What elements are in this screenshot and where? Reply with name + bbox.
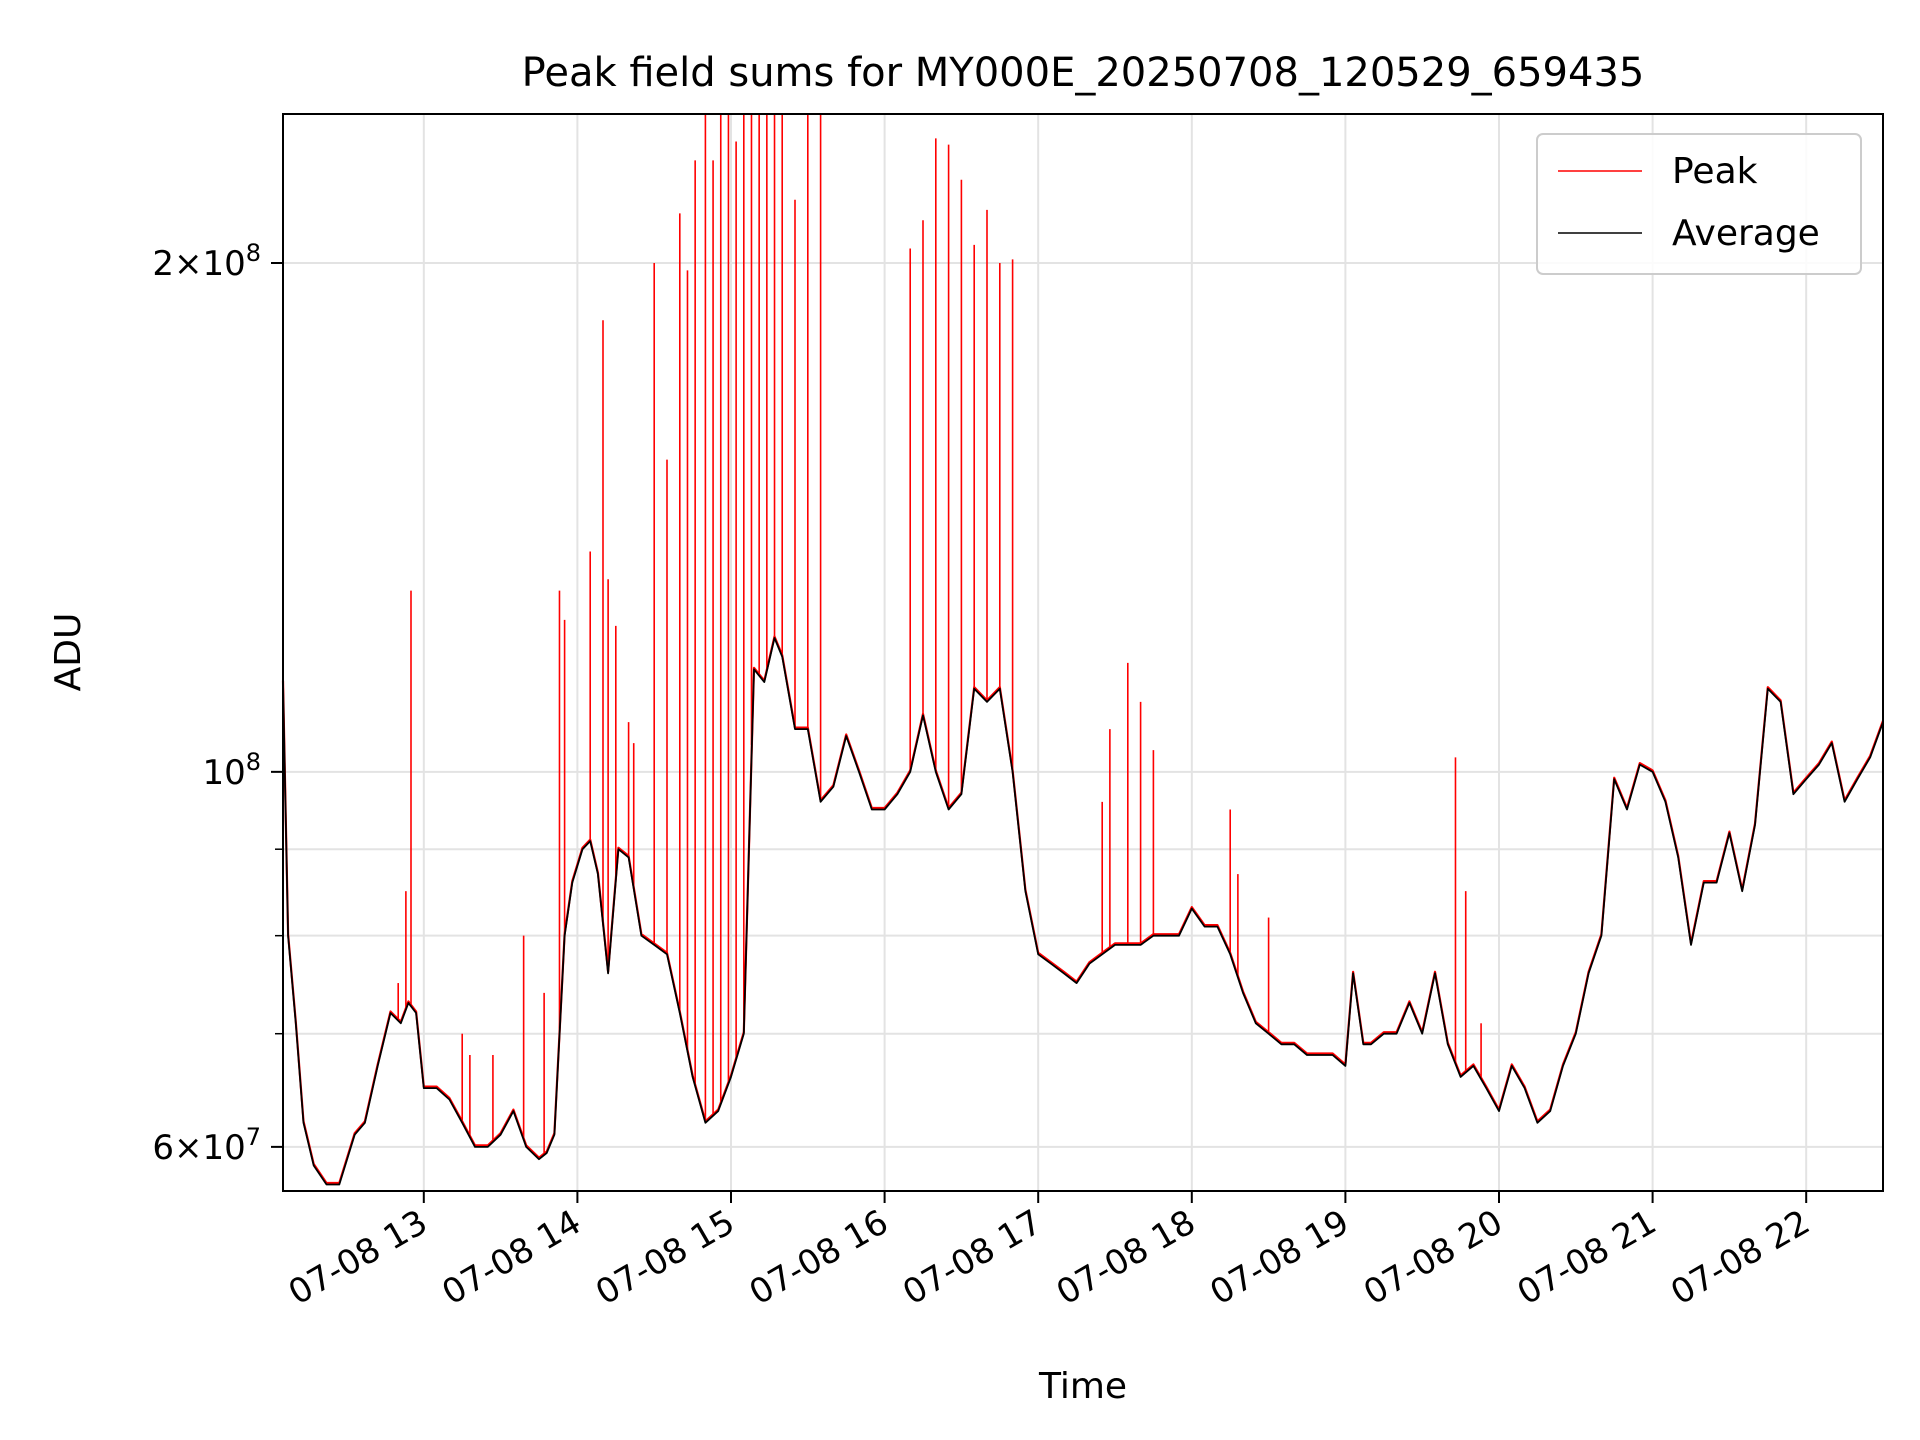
- grid: [283, 114, 1883, 1191]
- plot-frame: [282, 113, 1884, 1192]
- legend: Peak Average: [1536, 133, 1862, 275]
- y-axis-label: ADU: [48, 613, 89, 692]
- y-tick-label: 6×107: [152, 1123, 261, 1168]
- x-tick-label: 07-08 18: [1050, 1202, 1202, 1313]
- x-tick-label: 07-08 19: [1204, 1202, 1356, 1313]
- y-tick-label: 2×108: [152, 239, 261, 284]
- legend-average-label: Average: [1672, 213, 1820, 254]
- x-tick-label: 07-08 20: [1357, 1202, 1509, 1313]
- chart-title: Peak field sums for MY000E_20250708_1205…: [522, 50, 1645, 96]
- x-tick-label: 07-08 21: [1511, 1202, 1663, 1313]
- legend-peak-label: Peak: [1672, 151, 1758, 192]
- x-tick-label: 07-08 14: [436, 1202, 588, 1313]
- plot-area: [281, 114, 1885, 1186]
- x-tick-label: 07-08 13: [282, 1202, 434, 1313]
- average-line: [282, 637, 1884, 1186]
- x-tick-label: 07-08 17: [896, 1202, 1048, 1313]
- y-axis: 6×107 108 2×108: [152, 239, 283, 1168]
- x-tick-label: 07-08 22: [1664, 1202, 1816, 1313]
- x-axis: 07-08 13 07-08 14 07-08 15 07-08 16 07-08 17…: [282, 1191, 1817, 1313]
- y-tick-label: 108: [202, 748, 261, 793]
- x-axis-label: Time: [1038, 1366, 1127, 1407]
- x-tick-label: 07-08 15: [589, 1202, 741, 1313]
- x-tick-label: 07-08 16: [743, 1202, 895, 1313]
- legend-box: [1536, 133, 1862, 275]
